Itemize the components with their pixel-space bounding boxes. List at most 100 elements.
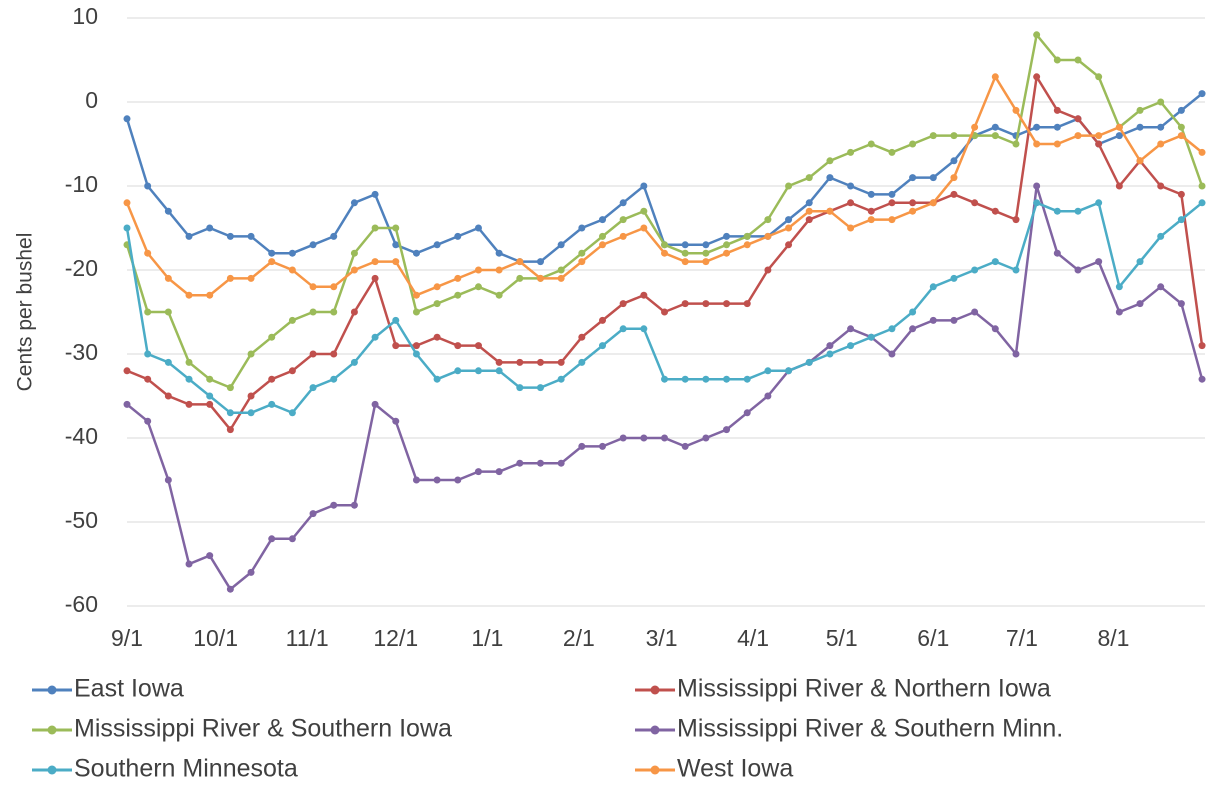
data-point	[847, 199, 855, 207]
data-point	[226, 409, 234, 417]
data-point	[661, 308, 669, 316]
data-point	[888, 199, 896, 207]
data-point	[330, 283, 338, 291]
legend-label: Mississippi River & Southern Minn.	[677, 715, 1063, 743]
data-point	[723, 232, 731, 240]
data-point	[888, 216, 896, 224]
data-point	[599, 316, 607, 324]
data-point	[330, 375, 338, 383]
data-point	[206, 552, 214, 560]
data-point	[309, 350, 317, 358]
data-point	[764, 367, 772, 375]
y-tick-label: -20	[65, 255, 98, 281]
data-point	[309, 241, 317, 249]
data-point	[1115, 283, 1123, 291]
data-point	[1074, 266, 1082, 274]
data-point	[578, 249, 586, 257]
data-point	[247, 568, 255, 576]
data-point	[1033, 140, 1041, 148]
data-point	[474, 342, 482, 350]
data-point	[950, 132, 958, 140]
data-point	[723, 375, 731, 383]
data-point	[681, 249, 689, 257]
data-point	[723, 300, 731, 308]
data-point	[516, 358, 524, 366]
data-point	[640, 207, 648, 215]
data-point	[495, 291, 503, 299]
x-tick-label: 7/1	[1006, 625, 1038, 651]
data-point	[371, 190, 379, 198]
y-axis-title: Cents per bushel	[14, 233, 37, 392]
data-point	[1095, 140, 1103, 148]
data-point	[392, 417, 400, 425]
data-point	[599, 442, 607, 450]
data-point	[392, 316, 400, 324]
data-point	[1198, 199, 1206, 207]
data-point	[681, 442, 689, 450]
data-point	[206, 400, 214, 408]
data-point	[1053, 249, 1061, 257]
data-point	[350, 249, 358, 257]
data-point	[1177, 123, 1185, 131]
legend-marker	[650, 765, 660, 775]
data-point	[681, 241, 689, 249]
data-point	[785, 241, 793, 249]
data-point	[826, 174, 834, 182]
data-point	[888, 148, 896, 156]
data-point	[971, 266, 979, 274]
data-point	[1074, 207, 1082, 215]
data-point	[950, 274, 958, 282]
data-point	[1074, 56, 1082, 64]
data-point	[681, 300, 689, 308]
data-point	[991, 258, 999, 266]
data-point	[1033, 199, 1041, 207]
data-point	[991, 207, 999, 215]
data-point	[681, 375, 689, 383]
data-point	[226, 426, 234, 434]
data-point	[1012, 216, 1020, 224]
data-point	[371, 400, 379, 408]
data-point	[702, 375, 710, 383]
data-point	[1157, 232, 1165, 240]
data-point	[164, 274, 172, 282]
data-point	[1053, 140, 1061, 148]
data-point	[640, 224, 648, 232]
data-point	[144, 308, 152, 316]
data-point	[495, 468, 503, 476]
x-tick-label: 8/1	[1097, 625, 1129, 651]
data-point	[206, 392, 214, 400]
data-point	[826, 207, 834, 215]
data-point	[123, 115, 131, 123]
data-point	[743, 241, 751, 249]
data-point	[268, 535, 276, 543]
data-point	[1136, 106, 1144, 114]
data-point	[1198, 90, 1206, 98]
data-point	[1136, 123, 1144, 131]
data-point	[888, 325, 896, 333]
data-point	[743, 409, 751, 417]
data-point	[288, 409, 296, 417]
data-point	[847, 148, 855, 156]
data-point	[144, 182, 152, 190]
data-point	[847, 342, 855, 350]
data-point	[743, 375, 751, 383]
data-point	[350, 358, 358, 366]
data-point	[909, 325, 917, 333]
data-point	[1012, 266, 1020, 274]
data-point	[268, 400, 276, 408]
data-point	[536, 384, 544, 392]
data-point	[371, 258, 379, 266]
data-point	[702, 300, 710, 308]
data-point	[1053, 207, 1061, 215]
data-point	[247, 232, 255, 240]
data-point	[247, 392, 255, 400]
data-point	[309, 308, 317, 316]
legend-marker	[47, 685, 57, 695]
data-point	[557, 266, 565, 274]
data-point	[164, 358, 172, 366]
data-point	[371, 224, 379, 232]
data-point	[495, 358, 503, 366]
data-point	[785, 224, 793, 232]
data-point	[516, 384, 524, 392]
x-tick-label: 10/1	[193, 625, 238, 651]
